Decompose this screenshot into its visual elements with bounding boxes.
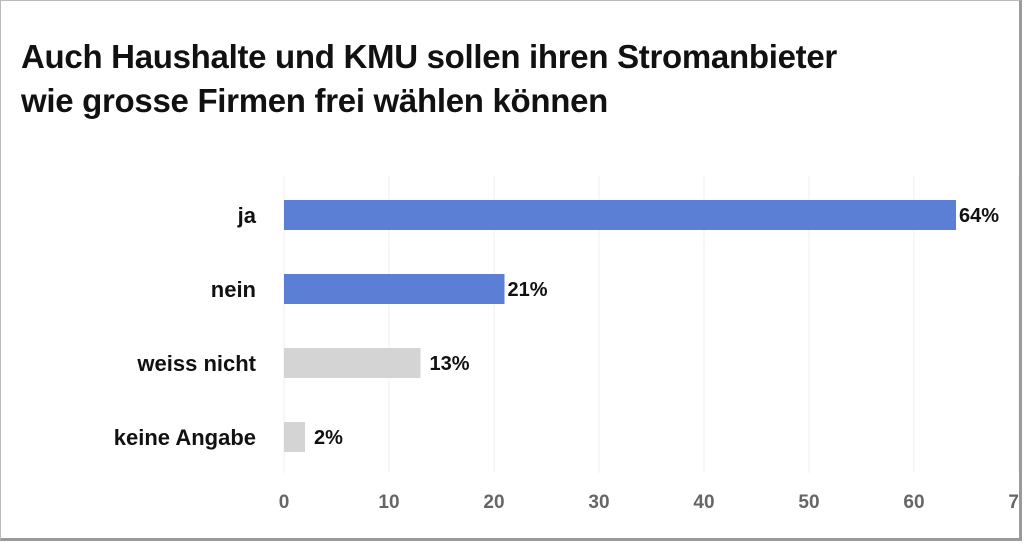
data-label: 13% [430,353,470,375]
x-tick-label: 60 [903,492,924,513]
chart-title: Auch Haushalte und KMU sollen ihren Stro… [21,35,837,123]
x-tick-label: 40 [693,492,714,513]
data-label: 64% [959,205,999,227]
x-tick-label: 30 [588,492,609,513]
bar-keine-Angabe [284,422,305,452]
data-label: 2% [314,427,343,449]
bar-ja [284,200,956,230]
x-tick-label: 10 [378,492,399,513]
bar-nein [284,274,505,304]
category-label: ja [237,203,257,228]
x-tick-label: 0 [279,492,290,513]
data-label: 21% [508,279,548,301]
x-tick-label: 50 [798,492,819,513]
title-line-1: Auch Haushalte und KMU sollen ihren Stro… [21,38,837,75]
category-label: weiss nicht [136,351,256,376]
x-tick-label: 70 [1008,492,1019,513]
bar-weiss-nicht [284,348,421,378]
category-label: nein [211,277,256,302]
title-line-2: wie grosse Firmen frei wählen können [21,82,609,119]
x-tick-label: 20 [483,492,504,513]
category-label: keine Angabe [114,425,256,450]
